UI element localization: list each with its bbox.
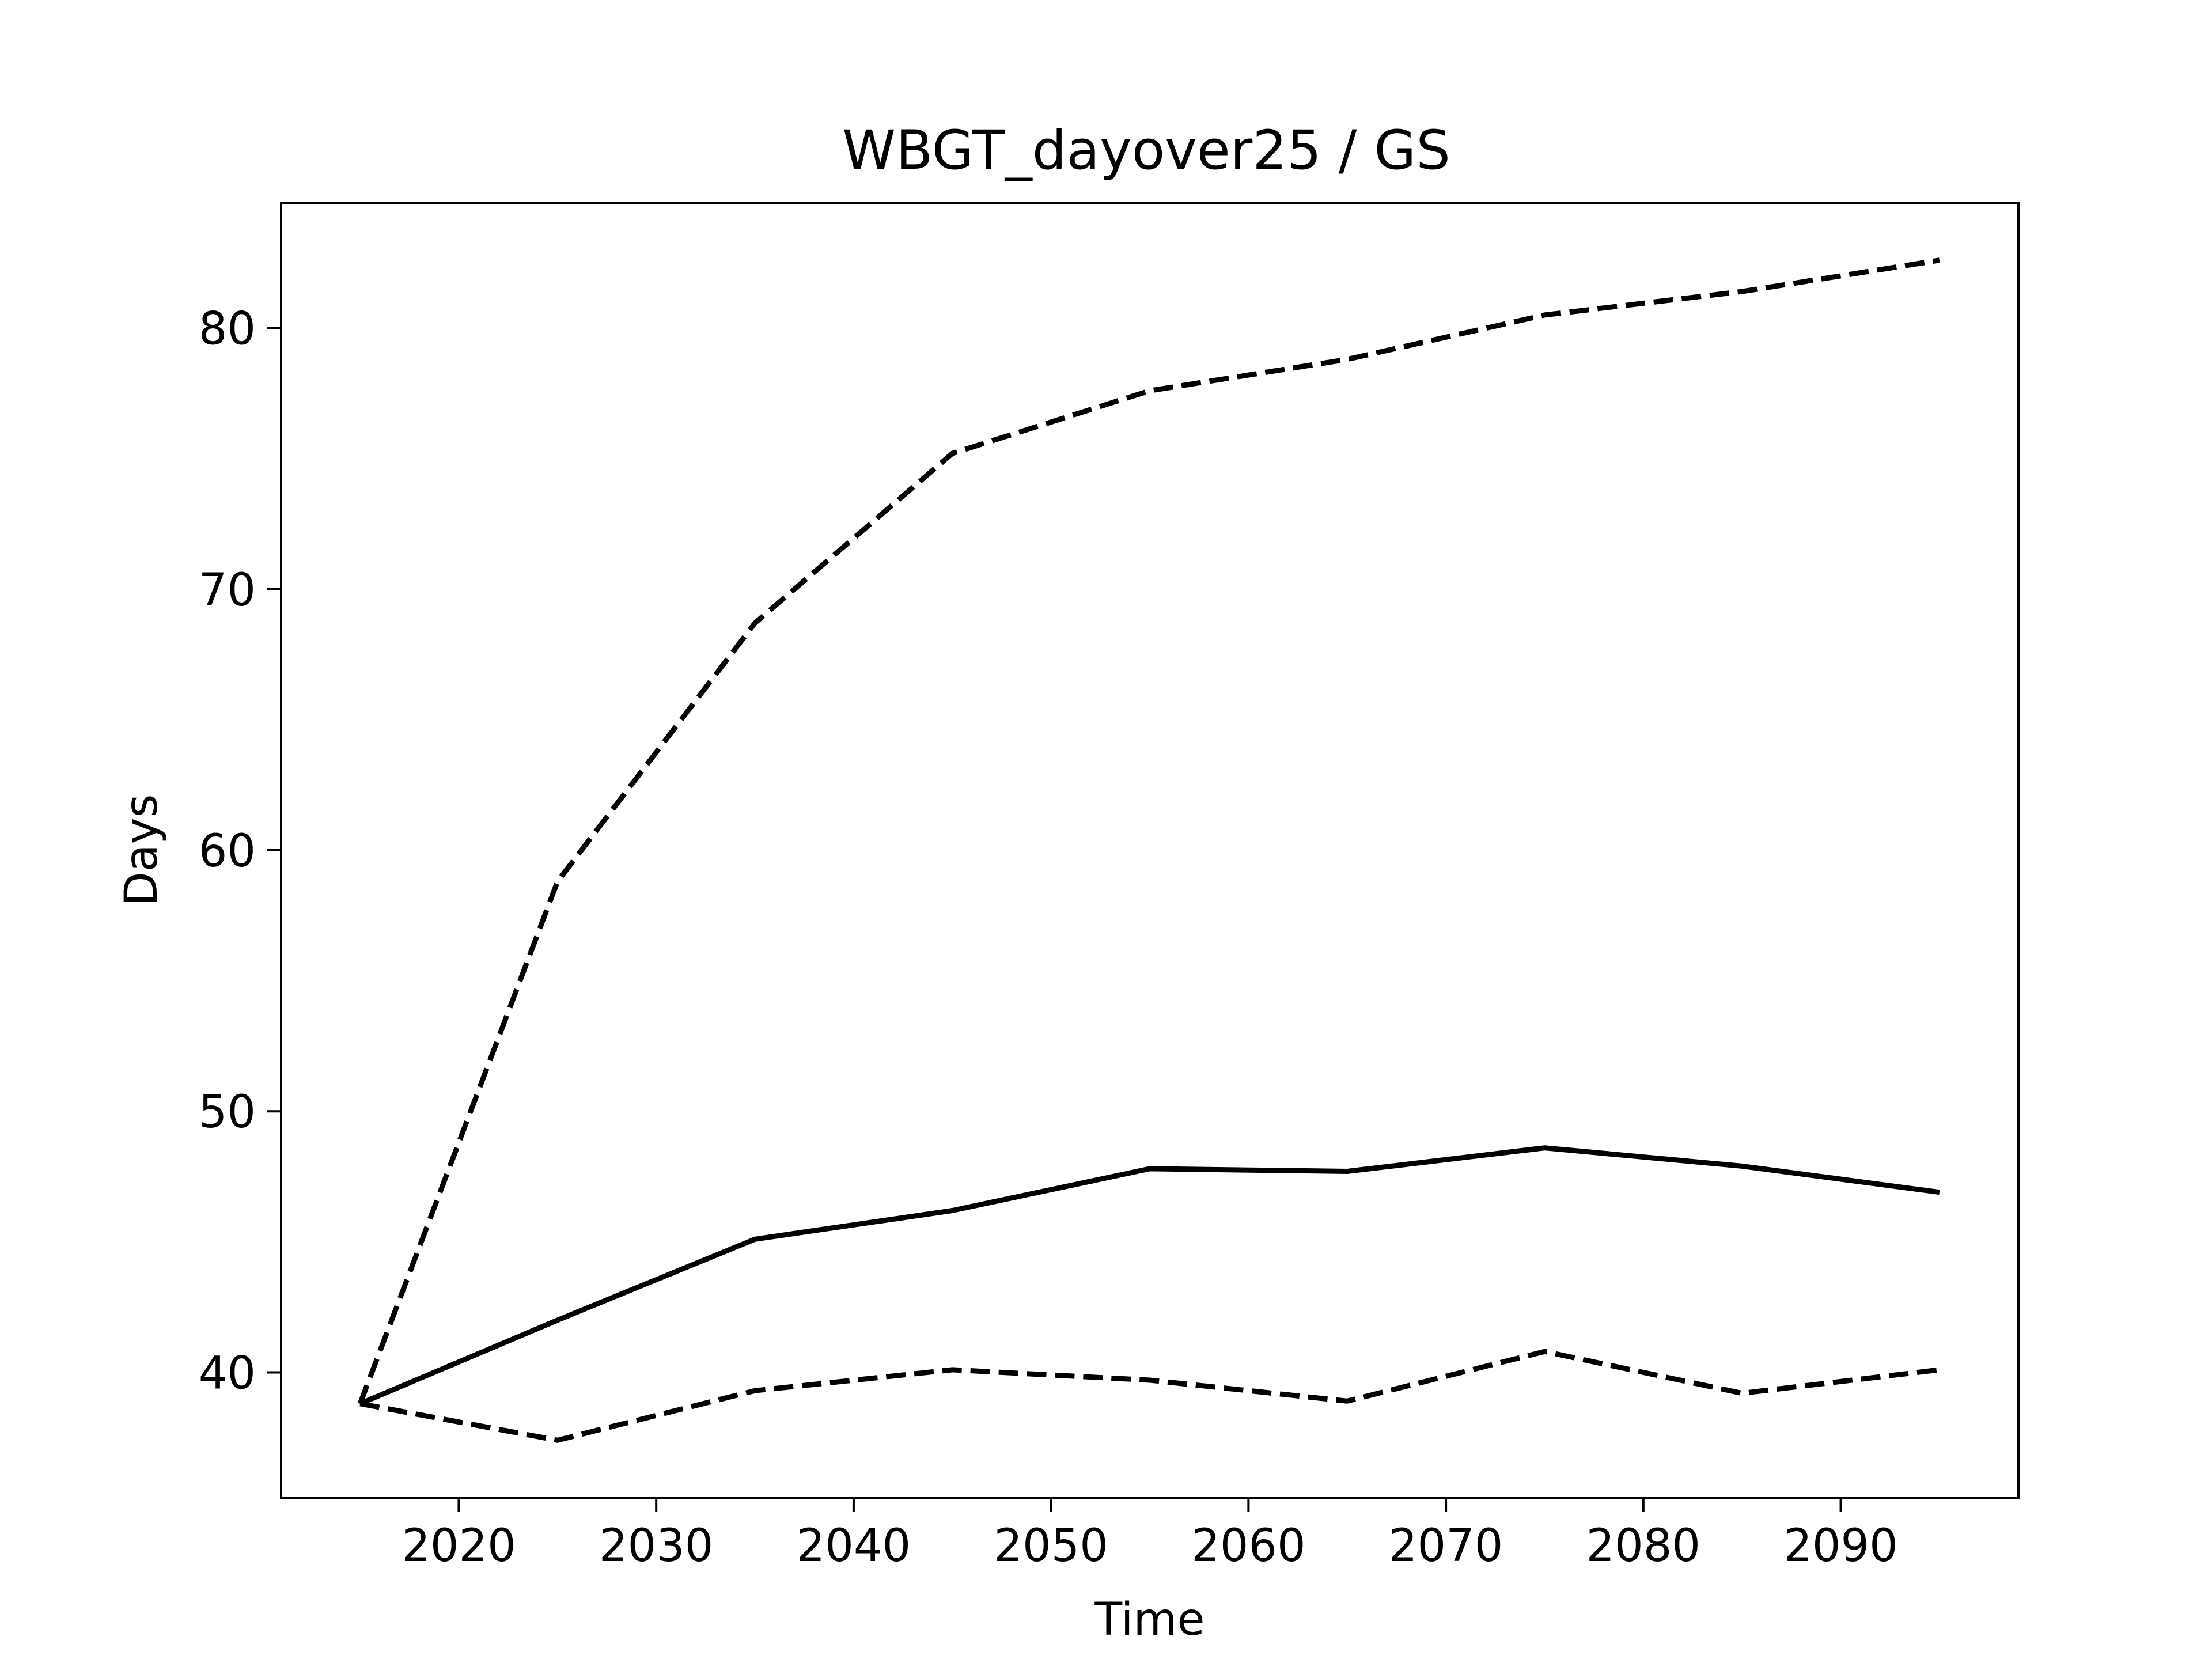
x-tick-label: 2070 [1389,1520,1503,1572]
x-tick-label: 2060 [1191,1520,1306,1572]
y-tick-label: 40 [199,1347,256,1399]
y-axis-label: Days [116,794,168,907]
series-layer [357,257,1940,1443]
y-axis: 40 50 60 70 80 [199,304,281,1399]
x-axis-label: Time [1094,1594,1205,1646]
series-line-3 [359,1349,1940,1443]
x-tick-label: 2050 [994,1520,1108,1572]
chart-title: WBGT_dayover25 / GS [842,119,1450,182]
x-tick-label: 2090 [1783,1520,1898,1572]
y-tick-label: 50 [199,1086,256,1138]
y-tick-label: 70 [199,565,256,616]
y-tick-label: 60 [199,825,256,877]
plot-area-frame [280,202,2020,1499]
x-tick-label: 2020 [402,1520,516,1572]
x-tick-label: 2080 [1586,1520,1701,1572]
y-tick-label: 80 [199,304,256,355]
x-tick-label: 2040 [797,1520,911,1572]
series-line-2 [359,1145,1940,1406]
x-tick-label: 2030 [599,1520,714,1572]
series-line-1 [357,257,1940,1405]
x-axis: 2020 2030 2040 2050 2060 2070 2080 2090 [402,1498,1898,1572]
